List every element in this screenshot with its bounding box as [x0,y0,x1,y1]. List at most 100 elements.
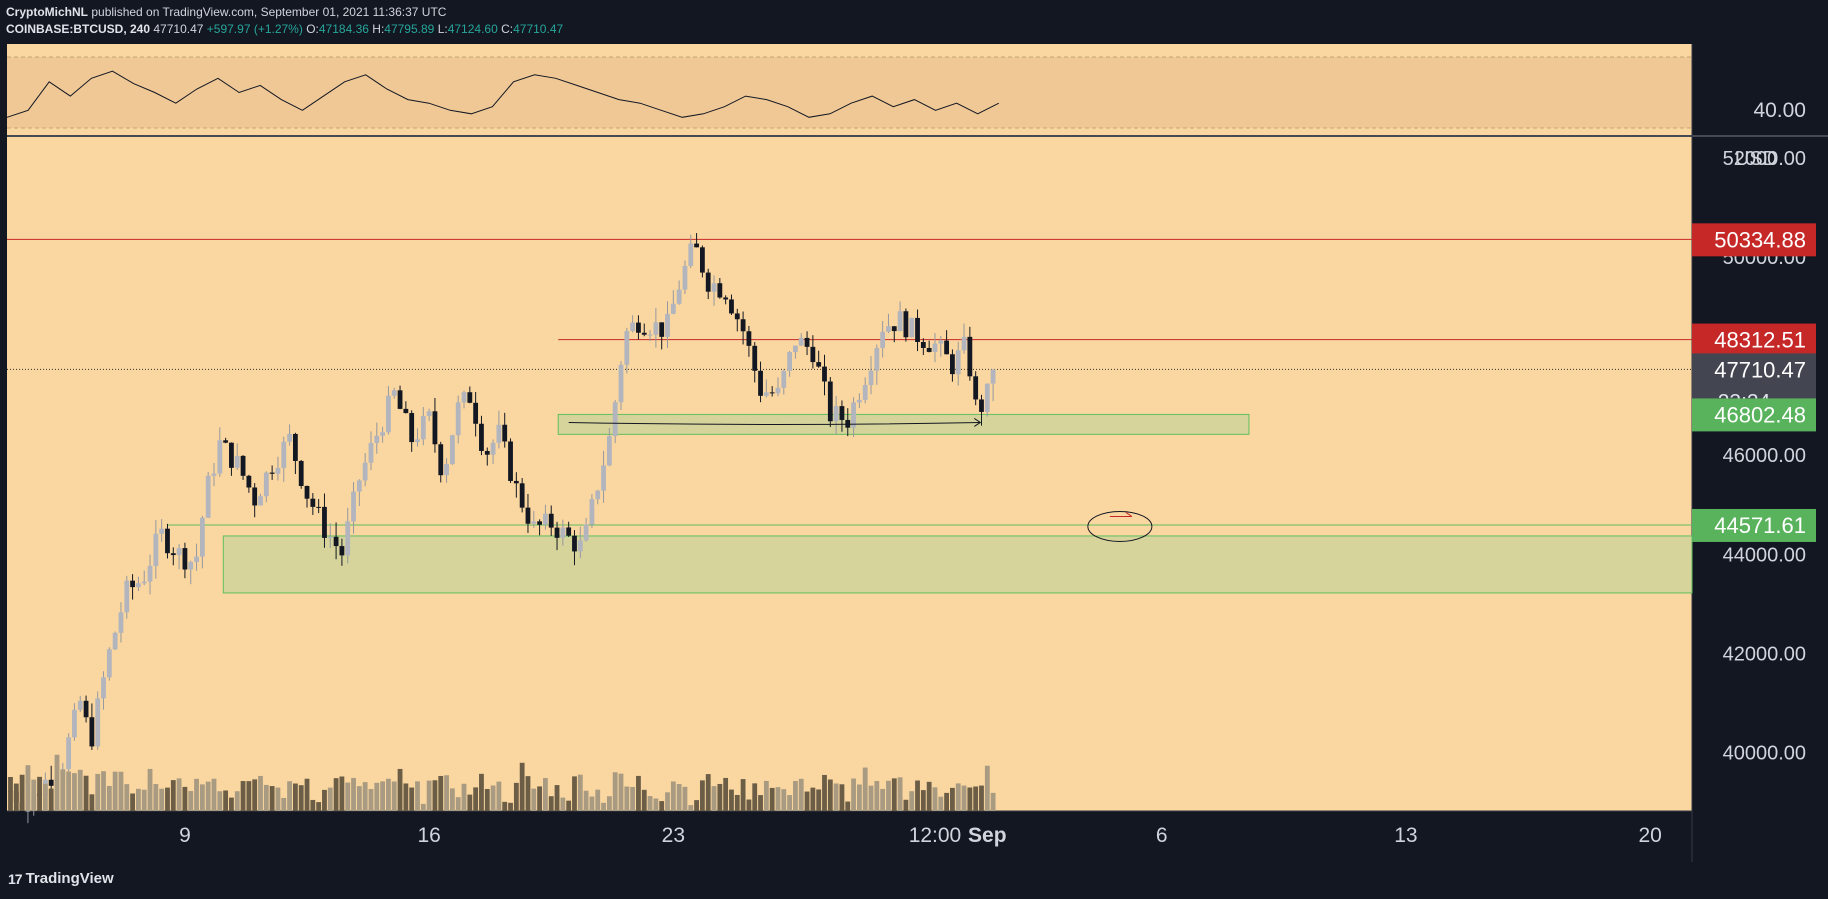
currency-label: USD [1735,148,1777,170]
candle-body [746,331,752,346]
volume-bar [403,783,409,811]
candle-body [409,413,415,443]
candle-body [252,487,258,506]
price-tick-label: 52000.00 [1723,148,1806,170]
volume-bar [950,787,955,811]
volume-bar [159,788,165,811]
candle-body [967,336,973,377]
candle-body [886,326,891,332]
candle-body [787,351,793,371]
volume-bar [386,778,391,811]
candle-body [856,399,862,403]
candle-body [281,441,287,469]
volume-bar [66,771,72,811]
candle-body [403,408,409,414]
candle-body [548,513,554,528]
tradingview-footer[interactable]: 17 TradingView [8,870,114,887]
candle-body [292,433,298,461]
candle-body [188,562,194,570]
candle-body [327,536,333,538]
candle-body [159,528,165,534]
volume-bar [229,797,234,811]
published-text: published on TradingView.com, September … [91,5,447,19]
candle-body [543,513,548,525]
candle-body [583,524,589,541]
volume-bar [240,781,246,811]
volume-bar [519,762,525,811]
candle-body [374,435,380,444]
volume-bar [502,801,508,811]
volume-bar [339,776,345,811]
candle-body [560,527,566,538]
price-tick-label: 46000.00 [1723,445,1806,467]
volume-bar [351,777,356,811]
price-change: +597.97 (+1.27%) [206,22,303,36]
volume-bar [589,796,595,811]
candle-body [147,565,153,582]
volume-bar [839,784,845,811]
time-tick-label: 6 [1156,824,1168,847]
candle-body [665,313,670,337]
volume-bar [461,783,467,811]
volume-bar [101,771,106,811]
author-name[interactable]: CryptoMichNL [6,5,88,19]
volume-bar [194,778,199,811]
candle-body [339,546,345,556]
candle-body [723,297,729,300]
candle-body [833,406,839,422]
candle-body [793,345,798,352]
last-price: 47710.47 [153,22,204,36]
volume-bar [362,782,368,811]
candle-body [752,345,758,371]
candle-body [740,319,746,332]
volume-bar [897,777,903,811]
volume-bar [653,798,659,811]
volume-bar [141,789,147,811]
candle-body [572,535,577,552]
volume-bar [548,796,554,811]
volume-bar [659,801,665,811]
high-value: 47795.89 [384,22,435,36]
candle-body [822,366,827,382]
close-label: C: [501,22,514,36]
candle-body [827,381,833,422]
volume-bar [915,780,920,811]
volume-bar [955,783,961,811]
candle-body [694,243,699,248]
candle-body [531,521,537,524]
volume-bar [746,799,752,811]
candle-body [810,346,816,363]
candle-body [89,717,95,747]
volume-bar [8,776,13,811]
volume-bar [374,782,380,811]
volume-bar [368,789,374,811]
level-label-44571-box [1692,508,1816,542]
volume-bar [188,790,194,811]
volume-bar [537,786,542,811]
candle-body [630,322,636,332]
volume-bar [136,788,141,811]
candle-body [670,303,676,314]
volume-bar [932,787,938,811]
candle-body [973,376,979,400]
volume-bar [77,769,83,811]
candle-body [165,528,170,554]
level-label-50334: 50334.88 [1714,227,1806,252]
volume-bar [572,776,577,811]
volume-bar [432,780,438,811]
time-tick-label: 23 [662,824,685,847]
candle-body [554,527,560,538]
candle-body [275,468,281,474]
volume-bar [83,775,89,811]
volume-bar [525,776,531,811]
volume-bar [415,781,420,811]
candle-body [397,390,403,409]
low-value: 47124.60 [447,22,498,36]
candle-body [316,506,322,508]
volume-bar [851,778,856,811]
candle-body [176,548,182,556]
candle-body [508,441,513,481]
candles [8,233,996,824]
volume-bar [269,786,275,811]
